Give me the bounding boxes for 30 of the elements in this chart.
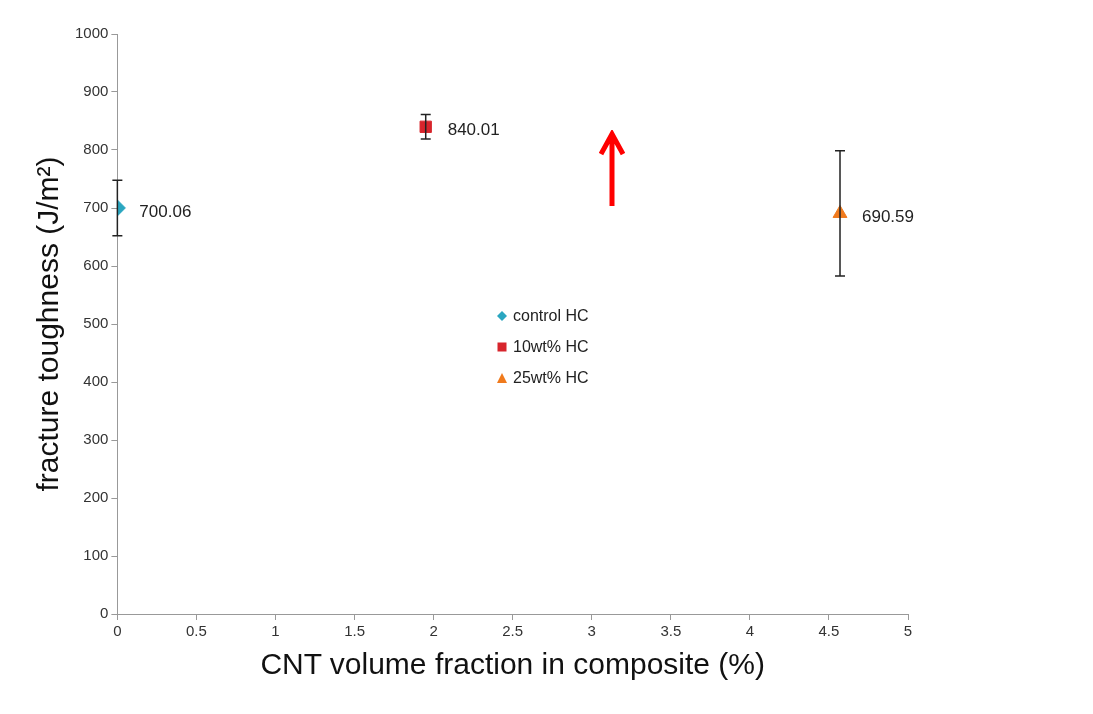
y-tick-label: 800 <box>83 140 109 158</box>
x-tick-label: 0 <box>113 622 122 640</box>
x-tick-label: 2 <box>429 622 438 640</box>
legend-label: 10wt% HC <box>513 337 589 356</box>
y-tick-label: 900 <box>83 82 109 100</box>
x-tick-label: 4.5 <box>818 622 840 640</box>
y-axis-title: fracture toughness (J/m²) <box>31 156 65 492</box>
data-label: 690.59 <box>862 207 915 227</box>
y-tick-label: 600 <box>83 256 109 274</box>
y-tick-label: 400 <box>83 372 109 390</box>
legend-label: 25wt% HC <box>513 368 589 387</box>
y-tick-label: 1000 <box>74 24 109 42</box>
x-tick-label: 0.5 <box>186 622 207 640</box>
x-tick-label: 5 <box>903 622 913 640</box>
x-tick-label: 3.5 <box>660 622 682 640</box>
y-tick-label: 100 <box>83 546 109 564</box>
y-tick-label: 500 <box>83 314 109 332</box>
y-tick-label: 300 <box>83 430 109 448</box>
y-tick-label: 200 <box>83 488 109 506</box>
x-tick-label: 1 <box>271 622 280 640</box>
x-axis-title: CNT volume fraction in composite (%) <box>260 647 765 681</box>
y-tick-label: 0 <box>100 604 109 622</box>
x-tick-label: 4 <box>745 622 755 640</box>
x-tick-label: 3 <box>587 622 596 640</box>
data-label: 700.06 <box>139 201 192 221</box>
y-tick-label: 700 <box>83 198 109 216</box>
legend-label: control HC <box>513 306 589 325</box>
x-tick-label: 2.5 <box>502 622 524 640</box>
data-label: 840.01 <box>447 120 500 140</box>
x-tick-label: 1.5 <box>344 622 365 640</box>
